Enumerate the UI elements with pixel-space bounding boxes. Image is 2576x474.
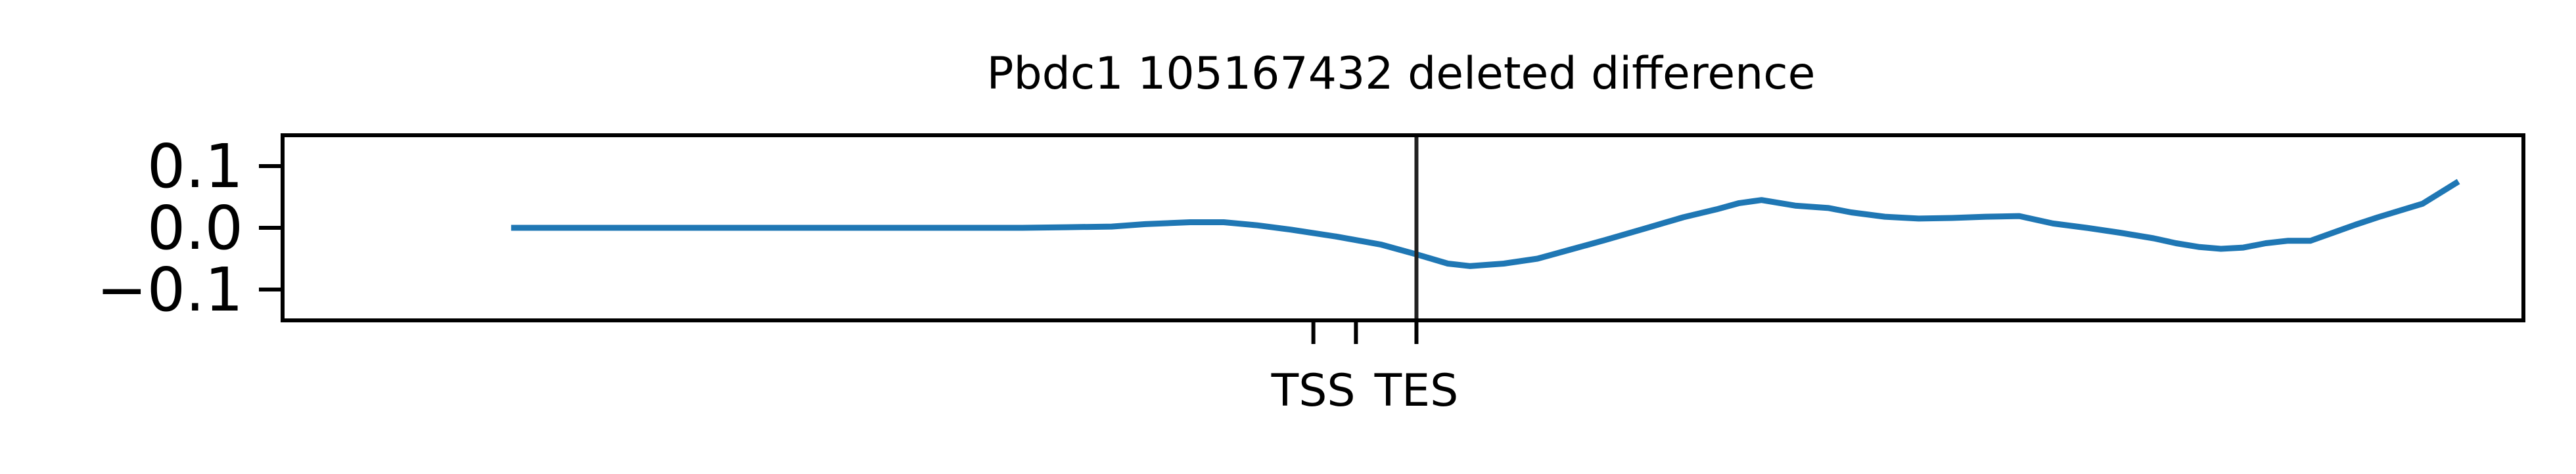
x-tick-label-tes: TES [1374,365,1459,417]
y-axis: 0.10.0−0.1 [97,131,283,325]
chart-title: Pbdc1 105167432 deleted difference [987,48,1816,100]
plot-area [511,135,2460,320]
x-tick-label-tss: TSS [1271,365,1356,417]
x-axis: TSS TES [1271,320,1459,417]
series-line-0 [511,179,2460,269]
y-tick-label-0: 0.1 [147,131,243,202]
y-tick-label-1: 0.0 [147,193,243,263]
y-tick-label-2: −0.1 [97,255,243,325]
